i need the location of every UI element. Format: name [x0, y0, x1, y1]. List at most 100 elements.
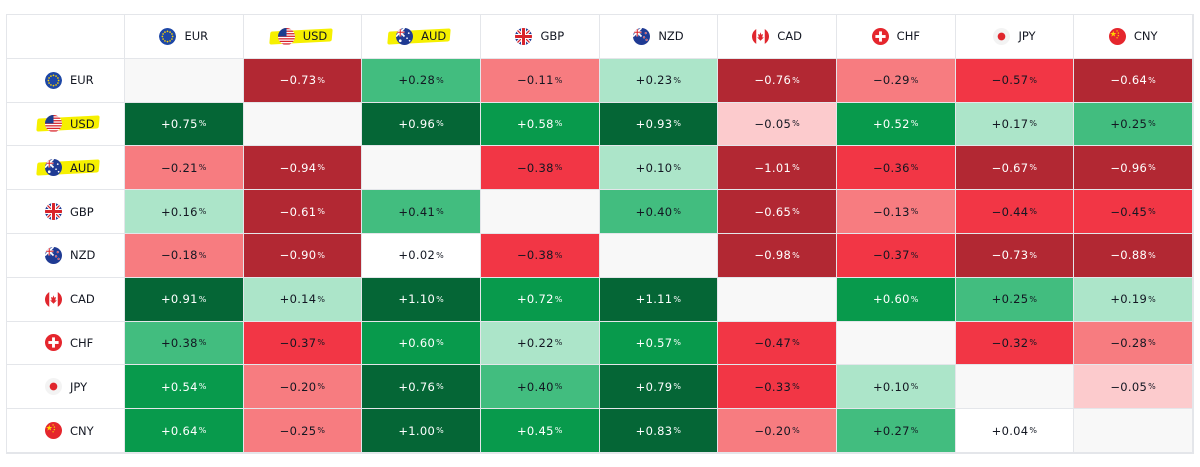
heatmap-cell[interactable]: +1.10%: [362, 277, 481, 322]
heatmap-cell[interactable]: +0.57%: [599, 321, 719, 366]
heatmap-cell[interactable]: −0.94%: [243, 146, 363, 191]
heatmap-cell[interactable]: −0.13%: [836, 190, 956, 234]
column-header-usd[interactable]: USD: [243, 15, 363, 59]
cell-value: −0.64: [1110, 73, 1148, 88]
heatmap-cell[interactable]: +0.23%: [599, 58, 719, 103]
heatmap-cell[interactable]: −0.25%: [243, 409, 363, 453]
row-header-gbp[interactable]: GBP: [7, 190, 125, 234]
row-header-cny[interactable]: CNY: [7, 409, 125, 453]
heatmap-cell[interactable]: +0.60%: [362, 321, 481, 366]
heatmap-cell[interactable]: −0.64%: [1074, 58, 1193, 103]
heatmap-cell[interactable]: −0.05%: [718, 102, 837, 147]
heatmap-cell[interactable]: +0.40%: [480, 365, 600, 410]
heatmap-cell[interactable]: +1.00%: [362, 409, 481, 453]
heatmap-cell[interactable]: +0.25%: [955, 277, 1075, 322]
column-header-eur[interactable]: EUR: [125, 15, 244, 59]
heatmap-cell[interactable]: −0.73%: [955, 233, 1075, 278]
heatmap-cell[interactable]: +0.41%: [362, 190, 481, 234]
column-header-chf[interactable]: CHF: [836, 15, 956, 59]
heatmap-cell[interactable]: −0.32%: [955, 321, 1075, 366]
heatmap-cell[interactable]: [599, 233, 719, 278]
heatmap-cell[interactable]: [955, 365, 1075, 410]
column-header-cny[interactable]: CNY: [1074, 15, 1193, 59]
heatmap-cell[interactable]: +0.58%: [480, 102, 600, 147]
heatmap-cell[interactable]: [1074, 409, 1193, 453]
heatmap-cell[interactable]: +0.64%: [125, 409, 244, 453]
heatmap-cell[interactable]: +0.19%: [1074, 277, 1193, 322]
heatmap-cell[interactable]: −0.20%: [243, 365, 363, 410]
heatmap-cell[interactable]: +0.28%: [362, 58, 481, 103]
heatmap-cell[interactable]: [243, 102, 363, 147]
row-header-cad[interactable]: CAD: [7, 277, 125, 322]
heatmap-cell[interactable]: +0.16%: [125, 190, 244, 234]
heatmap-cell[interactable]: [718, 277, 837, 322]
heatmap-cell[interactable]: +0.91%: [125, 277, 244, 322]
heatmap-cell[interactable]: −0.36%: [836, 146, 956, 191]
column-header-jpy[interactable]: JPY: [955, 15, 1075, 59]
heatmap-cell[interactable]: −0.67%: [955, 146, 1075, 191]
heatmap-cell[interactable]: −0.57%: [955, 58, 1075, 103]
heatmap-cell[interactable]: −0.98%: [718, 233, 837, 278]
heatmap-cell[interactable]: −0.20%: [718, 409, 837, 453]
heatmap-cell[interactable]: +0.76%: [362, 365, 481, 410]
heatmap-cell[interactable]: +0.40%: [599, 190, 719, 234]
column-header-aud[interactable]: AUD: [362, 15, 481, 59]
row-header-usd[interactable]: USD: [7, 102, 125, 147]
row-header-jpy[interactable]: JPY: [7, 365, 125, 410]
heatmap-cell[interactable]: −0.29%: [836, 58, 956, 103]
heatmap-cell[interactable]: +0.60%: [836, 277, 956, 322]
heatmap-cell[interactable]: −0.45%: [1074, 190, 1193, 234]
heatmap-cell[interactable]: −0.38%: [480, 146, 600, 191]
heatmap-cell[interactable]: −1.01%: [718, 146, 837, 191]
heatmap-cell[interactable]: [125, 58, 244, 103]
heatmap-cell[interactable]: −0.90%: [243, 233, 363, 278]
heatmap-cell[interactable]: +0.38%: [125, 321, 244, 366]
heatmap-cell[interactable]: −0.44%: [955, 190, 1075, 234]
heatmap-cell[interactable]: +0.04%: [955, 409, 1075, 453]
heatmap-cell[interactable]: −0.38%: [480, 233, 600, 278]
heatmap-cell[interactable]: −0.37%: [243, 321, 363, 366]
heatmap-cell[interactable]: −0.05%: [1074, 365, 1193, 410]
heatmap-cell[interactable]: −0.18%: [125, 233, 244, 278]
heatmap-cell[interactable]: −0.37%: [836, 233, 956, 278]
heatmap-cell[interactable]: −0.88%: [1074, 233, 1193, 278]
heatmap-cell[interactable]: [836, 321, 956, 366]
heatmap-cell[interactable]: −0.28%: [1074, 321, 1193, 366]
heatmap-cell[interactable]: +0.17%: [955, 102, 1075, 147]
heatmap-cell[interactable]: [362, 146, 481, 191]
heatmap-cell[interactable]: +0.54%: [125, 365, 244, 410]
heatmap-cell[interactable]: −0.11%: [480, 58, 600, 103]
heatmap-cell[interactable]: +0.02%: [362, 233, 481, 278]
column-header-cad[interactable]: CAD: [718, 15, 837, 59]
heatmap-cell[interactable]: −0.61%: [243, 190, 363, 234]
heatmap-cell[interactable]: −0.76%: [718, 58, 837, 103]
heatmap-cell[interactable]: +0.79%: [599, 365, 719, 410]
heatmap-cell[interactable]: +0.96%: [362, 102, 481, 147]
heatmap-cell[interactable]: +0.10%: [599, 146, 719, 191]
heatmap-cell[interactable]: −0.73%: [243, 58, 363, 103]
heatmap-cell[interactable]: +0.27%: [836, 409, 956, 453]
heatmap-cell[interactable]: +0.52%: [836, 102, 956, 147]
heatmap-cell[interactable]: −0.33%: [718, 365, 837, 410]
heatmap-cell[interactable]: +0.93%: [599, 102, 719, 147]
heatmap-cell[interactable]: +1.11%: [599, 277, 719, 322]
heatmap-cell[interactable]: +0.22%: [480, 321, 600, 366]
heatmap-cell[interactable]: +0.83%: [599, 409, 719, 453]
heatmap-cell[interactable]: +0.45%: [480, 409, 600, 453]
row-header-eur[interactable]: EUR: [7, 58, 125, 103]
column-header-gbp[interactable]: GBP: [480, 15, 600, 59]
heatmap-cell[interactable]: −0.65%: [718, 190, 837, 234]
heatmap-cell[interactable]: +0.72%: [480, 277, 600, 322]
heatmap-cell[interactable]: [480, 190, 600, 234]
heatmap-cell[interactable]: −0.21%: [125, 146, 244, 191]
heatmap-cell[interactable]: −0.47%: [718, 321, 837, 366]
heatmap-cell[interactable]: −0.96%: [1074, 146, 1193, 191]
row-header-nzd[interactable]: NZD: [7, 233, 125, 278]
heatmap-cell[interactable]: +0.25%: [1074, 102, 1193, 147]
heatmap-cell[interactable]: +0.14%: [243, 277, 363, 322]
heatmap-cell[interactable]: +0.10%: [836, 365, 956, 410]
column-header-nzd[interactable]: NZD: [599, 15, 719, 59]
heatmap-cell[interactable]: +0.75%: [125, 102, 244, 147]
row-header-chf[interactable]: CHF: [7, 321, 125, 366]
row-header-aud[interactable]: AUD: [7, 146, 125, 191]
